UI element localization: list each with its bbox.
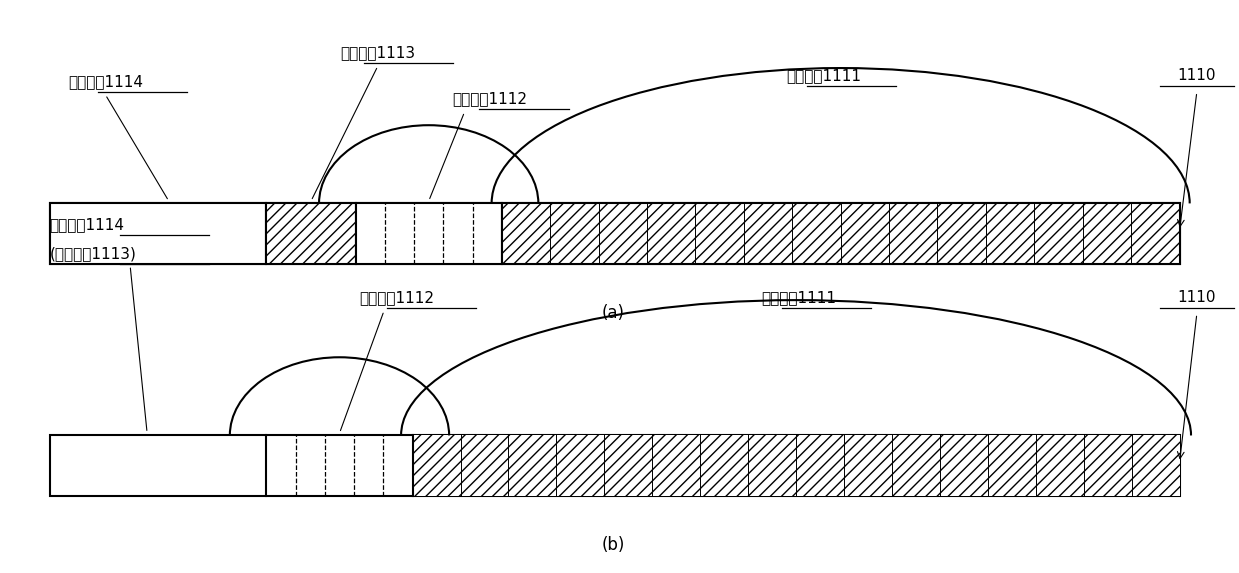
Text: 基准区块1113: 基准区块1113 xyxy=(341,45,415,60)
Text: 参考区块1112: 参考区块1112 xyxy=(452,91,527,106)
Text: 触摸区块1114: 触摸区块1114 xyxy=(50,217,125,232)
Bar xyxy=(502,203,1180,264)
Text: 参考区块1112: 参考区块1112 xyxy=(359,290,434,305)
Text: 1110: 1110 xyxy=(1177,290,1217,305)
Text: (b): (b) xyxy=(602,536,624,554)
Text: 试剂反应1111: 试剂反应1111 xyxy=(787,68,861,83)
Text: (a): (a) xyxy=(602,304,624,321)
Bar xyxy=(50,203,266,264)
Bar xyxy=(356,203,502,264)
Text: 1110: 1110 xyxy=(1177,68,1217,83)
Text: (基准区块1113): (基准区块1113) xyxy=(50,246,136,261)
Bar xyxy=(266,203,356,264)
Text: 试剂反应1111: 试剂反应1111 xyxy=(762,290,836,305)
Bar xyxy=(50,203,1180,264)
Bar xyxy=(413,435,1180,496)
Bar xyxy=(50,435,1180,496)
Text: 触摸区块1114: 触摸区块1114 xyxy=(68,74,142,89)
